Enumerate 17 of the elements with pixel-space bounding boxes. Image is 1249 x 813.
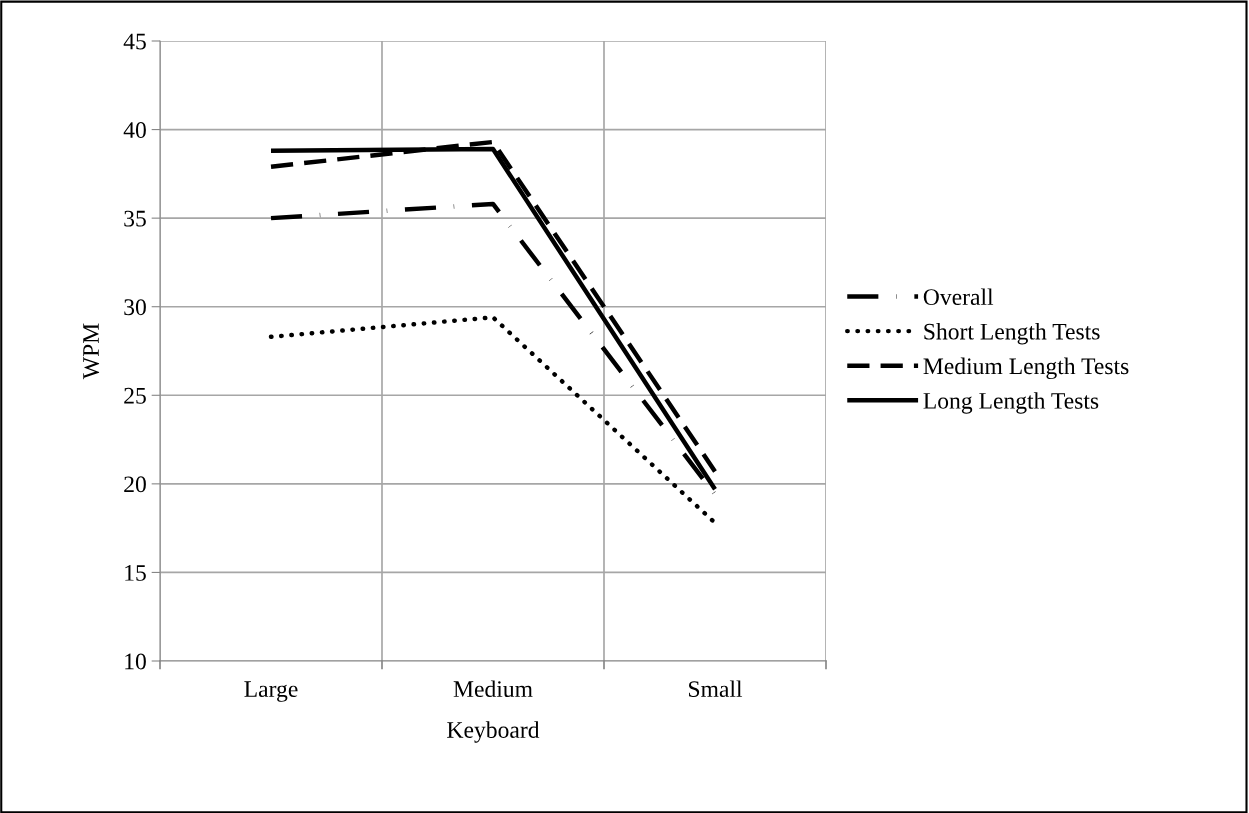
y-tick-label: 30 (124, 299, 146, 316)
y-tick-label: 40 (123, 122, 146, 138)
x-axis-title: Keyboard (447, 721, 540, 743)
legend-label: Long Length Tests (923, 392, 1099, 414)
legend-label: Medium Length Tests (923, 357, 1129, 380)
y-tick-label: 45 (123, 33, 146, 50)
y-axis-title: WPM (83, 323, 100, 380)
y-tick-label: 15 (125, 565, 146, 581)
y-tick-label: 10 (125, 653, 146, 670)
x-tick-label: Large (244, 681, 298, 702)
x-tick-label: Small (689, 680, 743, 698)
x-tick-label: Medium (453, 680, 533, 698)
legend-label: Overall (923, 288, 994, 306)
y-tick-label: 35 (124, 210, 146, 227)
y-tick-label: 20 (124, 476, 146, 493)
y-tick-label: 25 (124, 387, 146, 404)
legend-label: Short Length Tests (924, 323, 1100, 345)
